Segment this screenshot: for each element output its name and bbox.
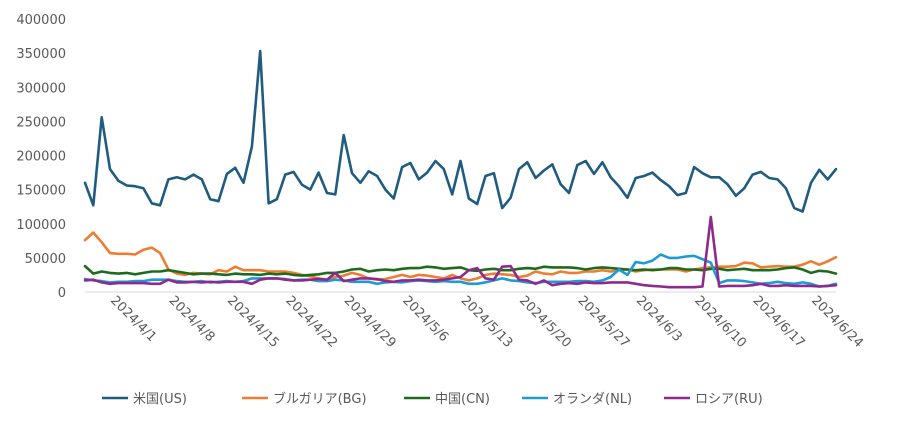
x-tick-label: 2024/6/3 bbox=[633, 293, 685, 345]
y-axis: 0 50000 100000 150000 200000 250000 300000 3500… bbox=[16, 13, 66, 301]
x-tick-label: 2024/5/20 bbox=[516, 293, 574, 351]
y-tick-label: 0 bbox=[58, 286, 66, 301]
x-tick-label: 2024/6/10 bbox=[691, 293, 749, 351]
x-axis: 2024/4/1 2024/4/8 2024/4/15 2024/4/22 2024/4… bbox=[85, 291, 866, 351]
x-tick-label: 2024/4/29 bbox=[341, 293, 399, 351]
y-tick-label: 100000 bbox=[16, 218, 66, 233]
x-tick-label: 2024/5/27 bbox=[574, 293, 632, 351]
x-tick-label: 2024/6/24 bbox=[808, 293, 866, 351]
legend-label: ブルガリア(BG) bbox=[273, 391, 367, 407]
x-tick-label: 2024/4/15 bbox=[224, 293, 282, 351]
x-tick-label: 2024/5/13 bbox=[458, 293, 516, 351]
x-tick-label: 2024/6/17 bbox=[750, 293, 808, 351]
legend-label: オランダ(NL) bbox=[553, 392, 632, 407]
series-line-2 bbox=[83, 264, 838, 277]
legend-label: 中国(CN) bbox=[435, 392, 490, 407]
legend-label: 米国(US) bbox=[133, 392, 187, 407]
x-tick-label: 2024/4/22 bbox=[282, 293, 340, 351]
x-tick-label: 2024/4/1 bbox=[107, 293, 159, 345]
series-line-0 bbox=[83, 49, 838, 213]
x-tick-label: 2024/5/6 bbox=[399, 293, 451, 345]
y-tick-label: 300000 bbox=[16, 81, 66, 96]
series-layer bbox=[83, 49, 838, 289]
legend-label: ロシア(RU) bbox=[695, 392, 763, 407]
x-tick-label: 2024/4/8 bbox=[166, 293, 218, 345]
legend: 米国(US) ブルガリア(BG) 中国(CN) オランダ(NL) ロシア(RU) bbox=[102, 391, 763, 407]
y-tick-label: 50000 bbox=[25, 252, 66, 267]
y-tick-label: 200000 bbox=[16, 150, 66, 165]
y-tick-label: 350000 bbox=[16, 47, 66, 62]
series-line-4 bbox=[83, 215, 838, 289]
y-tick-label: 400000 bbox=[16, 13, 66, 28]
y-tick-label: 250000 bbox=[16, 115, 66, 130]
y-tick-label: 150000 bbox=[16, 184, 66, 199]
